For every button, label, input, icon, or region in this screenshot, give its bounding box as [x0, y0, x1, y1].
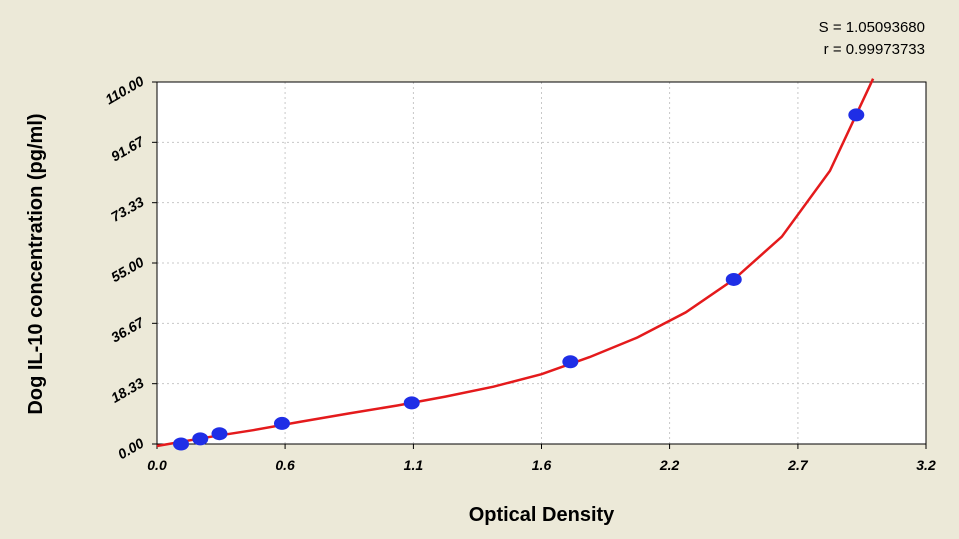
- data-point: [562, 355, 579, 369]
- y-tick-label: 36.67: [108, 313, 147, 345]
- x-tick-label: 2.7: [787, 457, 809, 473]
- y-tick-label: 73.33: [108, 193, 147, 224]
- y-tick-label: 91.67: [108, 132, 147, 164]
- x-tick-label: 0.0: [147, 457, 167, 473]
- data-point: [192, 432, 209, 446]
- plot-frame: [156, 81, 927, 445]
- slope-stat: S = 1.05093680: [818, 19, 925, 36]
- data-point: [403, 396, 420, 410]
- x-tick-label: 0.6: [275, 457, 295, 473]
- y-tick-label: 18.33: [108, 374, 147, 405]
- x-axis-label: Optical Density: [469, 504, 615, 526]
- x-tick-label: 1.6: [532, 457, 552, 473]
- data-point: [725, 272, 742, 286]
- y-tick-label: 110.00: [102, 73, 146, 108]
- data-points: [173, 108, 865, 451]
- y-tick-label: 0.00: [115, 435, 147, 463]
- correlation-stat: r = 0.99973733: [823, 41, 925, 58]
- data-point: [211, 427, 228, 441]
- y-axis-label: Dog IL-10 concentration (pg/ml): [25, 113, 47, 414]
- y-tick-label: 55.00: [108, 254, 147, 285]
- data-point: [848, 108, 865, 122]
- axes: [152, 81, 927, 449]
- data-point: [173, 437, 190, 451]
- x-tick-label: 3.2: [916, 457, 936, 473]
- data-point: [273, 416, 290, 430]
- x-tick-label: 1.1: [404, 457, 424, 473]
- grid: [157, 82, 926, 444]
- x-tick-label: 2.2: [659, 457, 680, 473]
